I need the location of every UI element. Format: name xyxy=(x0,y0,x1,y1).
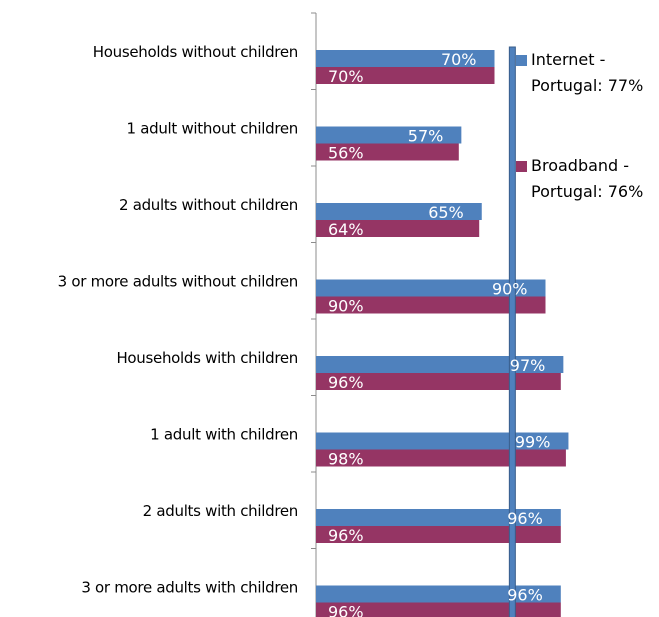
bar-broadband xyxy=(316,449,566,467)
category-axis xyxy=(311,12,317,617)
bar-internet xyxy=(316,279,546,297)
legend-label: Internet - xyxy=(531,50,605,69)
reference-line xyxy=(508,46,516,617)
data-label-internet: 65% xyxy=(428,203,464,222)
data-label-internet: 96% xyxy=(507,586,543,605)
bar-broadband xyxy=(316,67,495,84)
data-label-broadband: 98% xyxy=(328,450,364,469)
legend-label: Portugal: 77% xyxy=(531,76,643,95)
data-label-internet: 70% xyxy=(441,50,477,69)
bar-broadband xyxy=(316,602,561,617)
category-label: 1 adult with children xyxy=(150,426,298,444)
bar-internet xyxy=(316,203,482,220)
data-label-broadband: 96% xyxy=(328,526,364,545)
bar-broadband xyxy=(316,296,546,314)
data-label-broadband: 96% xyxy=(328,373,364,392)
data-label-internet: 97% xyxy=(510,356,546,375)
legend: Internet - Portugal: 77% Broadband - Portug… xyxy=(516,50,643,201)
data-label-broadband: 90% xyxy=(328,297,364,316)
data-label-broadband: 96% xyxy=(328,603,364,617)
legend-swatch xyxy=(516,55,527,66)
bar-broadband xyxy=(316,373,561,390)
bar-internet xyxy=(316,50,495,67)
bar-broadband xyxy=(316,220,480,237)
data-label-broadband: 70% xyxy=(328,67,364,86)
bar-internet xyxy=(316,585,561,603)
bar-broadband xyxy=(316,526,561,543)
category-label: 3 or more adults without children xyxy=(58,273,298,291)
category-label: 1 adult without children xyxy=(127,120,299,138)
data-label-internet: 57% xyxy=(408,127,444,146)
category-labels: Households without children 1 adult witho… xyxy=(58,43,299,597)
bars xyxy=(316,50,569,617)
data-label-internet: 96% xyxy=(507,509,543,528)
data-label-internet: 99% xyxy=(515,433,551,452)
category-label: Households with children xyxy=(116,349,298,367)
category-label: Households without children xyxy=(93,43,298,61)
legend-label: Broadband - xyxy=(531,156,629,175)
category-label: 2 adults with children xyxy=(143,502,298,520)
category-label: 2 adults without children xyxy=(119,196,298,214)
reference-line-marker xyxy=(508,46,516,617)
bar-broadband xyxy=(316,143,459,161)
data-label-broadband: 64% xyxy=(328,220,364,239)
data-label-broadband: 56% xyxy=(328,144,364,163)
legend-label: Portugal: 76% xyxy=(531,182,643,201)
bar-internet xyxy=(316,509,561,526)
bar-internet xyxy=(316,126,462,144)
legend-swatch xyxy=(516,161,527,172)
data-label-internet: 90% xyxy=(492,280,528,299)
category-label: 3 or more adults with children xyxy=(81,579,298,597)
data-labels: 70% 70% 57% 56% 65% 64% 90% 90% 97% 96% 99% 98% 96% 9… xyxy=(328,50,550,617)
bar-internet xyxy=(316,356,564,373)
bar-internet xyxy=(316,432,569,450)
